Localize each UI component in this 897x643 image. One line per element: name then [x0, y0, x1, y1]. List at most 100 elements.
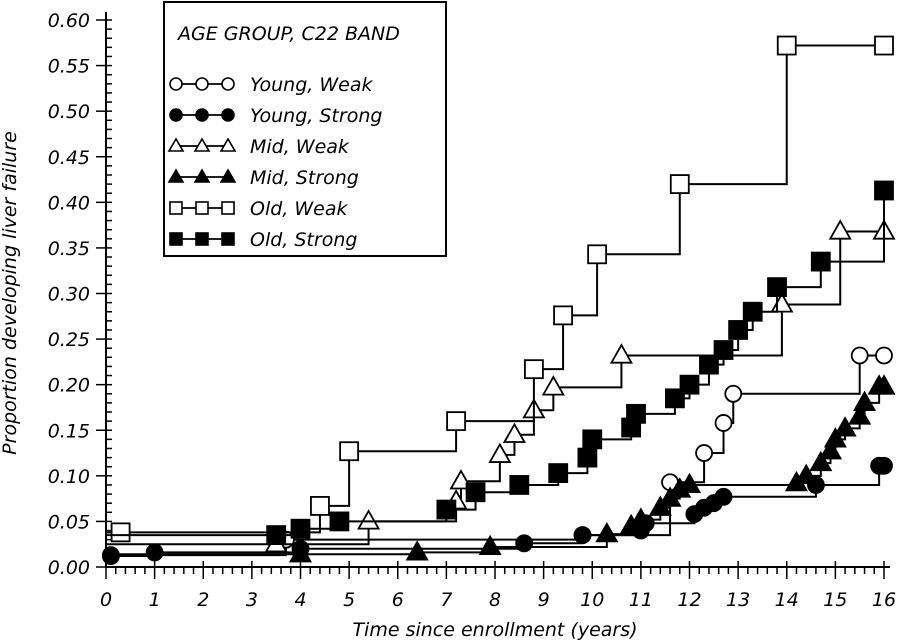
data-point-old-strong	[713, 340, 734, 360]
legend-item-mid-weak: Mid, Weak	[167, 136, 350, 158]
data-point-old-strong	[329, 511, 350, 532]
data-point-mid-strong	[848, 404, 872, 425]
legend-marker-mid-strong	[193, 168, 211, 183]
x-tick-label: 4	[294, 589, 306, 611]
data-point-mid-strong	[478, 534, 502, 556]
data-point-young-strong	[101, 547, 120, 565]
legend-item-old-weak: Old, Weak	[169, 198, 348, 220]
data-point-old-strong	[436, 499, 457, 520]
data-point-young-strong	[714, 487, 733, 506]
data-point-old-weak	[553, 305, 573, 326]
series-mid-weak	[106, 219, 896, 553]
data-point-mid-strong	[405, 540, 429, 561]
legend-item-mid-strong: Mid, Strong	[167, 167, 359, 189]
step-line-young-strong	[106, 464, 884, 558]
data-point-old-weak	[446, 411, 467, 432]
x-tick-label: 6	[392, 589, 404, 611]
x-tick-label: 12	[677, 589, 701, 611]
x-tick-label: 13	[726, 589, 750, 611]
data-point-young-strong	[573, 526, 592, 544]
y-axis-title: Proportion developing liver failure	[0, 131, 21, 455]
legend-marker-mid-weak	[193, 137, 211, 152]
legend-marker-mid-weak	[219, 137, 237, 152]
axes: 0.00 0.05 0.10 0.15 0.20 0.25 0.30 0.35 0.40 0.45…	[48, 10, 896, 611]
data-point-old-strong	[548, 463, 569, 483]
step-line-mid-strong	[106, 385, 884, 556]
legend-marker-old-strong	[221, 232, 235, 246]
series-mid-strong	[106, 374, 896, 563]
x-tick-label: 11	[629, 589, 653, 611]
data-point-mid-strong	[794, 463, 818, 484]
data-point-old-strong	[577, 447, 598, 468]
data-point-young-weak	[724, 384, 743, 403]
data-point-old-strong	[582, 429, 603, 450]
data-point-old-weak	[524, 359, 544, 380]
data-point-old-weak	[339, 441, 360, 462]
data-point-young-weak	[875, 346, 893, 365]
legend-label-young-weak: Young, Weak	[250, 74, 373, 96]
y-tick-label: 0.00	[48, 557, 90, 579]
data-point-mid-strong	[833, 416, 857, 437]
data-point-mid-weak	[502, 422, 526, 443]
x-tick-label: 2	[197, 589, 209, 611]
data-point-mid-weak	[541, 375, 565, 396]
data-point-mid-weak	[357, 509, 381, 530]
legend-label-mid-weak: Mid, Weak	[250, 136, 350, 158]
data-point-mid-weak	[609, 343, 633, 364]
data-point-old-weak	[669, 174, 690, 195]
x-tick-label: 7	[440, 589, 452, 611]
data-point-young-strong	[875, 456, 893, 475]
data-point-mid-strong	[818, 438, 843, 460]
y-tick-label: 0.10	[48, 466, 90, 488]
data-point-old-strong	[679, 374, 700, 395]
data-point-old-strong	[699, 354, 719, 375]
data-point-young-weak	[695, 444, 713, 462]
data-point-old-strong	[728, 320, 749, 340]
data-point-young-weak	[850, 346, 869, 365]
y-tick-label: 0.60	[48, 10, 90, 32]
y-tick-label: 0.35	[48, 238, 90, 260]
legend-item-old-strong: Old, Strong	[169, 229, 357, 251]
series-layer	[101, 35, 896, 565]
x-tick-label: 8	[489, 589, 501, 611]
legend-marker-mid-strong	[219, 168, 237, 183]
data-point-mid-weak	[828, 219, 852, 240]
data-point-young-strong	[145, 543, 164, 562]
y-tick-label: 0.55	[48, 56, 90, 78]
x-axis-title: Time since enrollment (years)	[352, 619, 637, 641]
y-tick-label: 0.25	[48, 329, 90, 351]
data-point-old-weak	[776, 35, 797, 56]
data-point-mid-strong	[595, 521, 619, 543]
data-point-old-strong	[266, 525, 287, 545]
data-point-mid-strong	[629, 507, 653, 528]
data-point-old-strong	[874, 180, 894, 201]
data-point-old-strong	[509, 475, 530, 495]
y-tick-label: 0.40	[48, 192, 90, 214]
x-tick-label: 16	[872, 589, 896, 611]
legend-label-mid-strong: Mid, Strong	[250, 167, 359, 189]
x-tick-label: 10	[580, 589, 604, 611]
data-point-old-strong	[290, 518, 311, 539]
series-old-weak	[106, 35, 894, 543]
legend-item-young-strong: Young, Strong	[169, 105, 382, 127]
y-tick-label: 0.30	[48, 284, 90, 306]
data-point-old-weak	[874, 35, 894, 56]
y-tick-label: 0.50	[48, 101, 90, 123]
legend-label-old-strong: Old, Strong	[250, 229, 357, 251]
legend-marker-old-weak	[169, 201, 183, 215]
data-point-old-strong	[626, 403, 646, 424]
x-tick-label: 3	[246, 589, 258, 611]
x-tick-label: 0	[100, 589, 112, 611]
legend-marker-old-strong	[195, 232, 209, 246]
data-point-mid-weak	[488, 442, 512, 463]
y-tick-label: 0.15	[48, 420, 90, 442]
legend-marker-young-strong	[195, 108, 209, 122]
legend-marker-old-strong	[169, 232, 183, 246]
legend-label-young-strong: Young, Strong	[250, 105, 382, 127]
x-tick-label: 14	[775, 589, 799, 611]
legend-item-young-weak: Young, Weak	[169, 74, 373, 96]
data-point-old-weak	[110, 522, 131, 543]
y-tick-label: 0.20	[48, 375, 90, 397]
data-point-old-strong	[810, 251, 831, 272]
